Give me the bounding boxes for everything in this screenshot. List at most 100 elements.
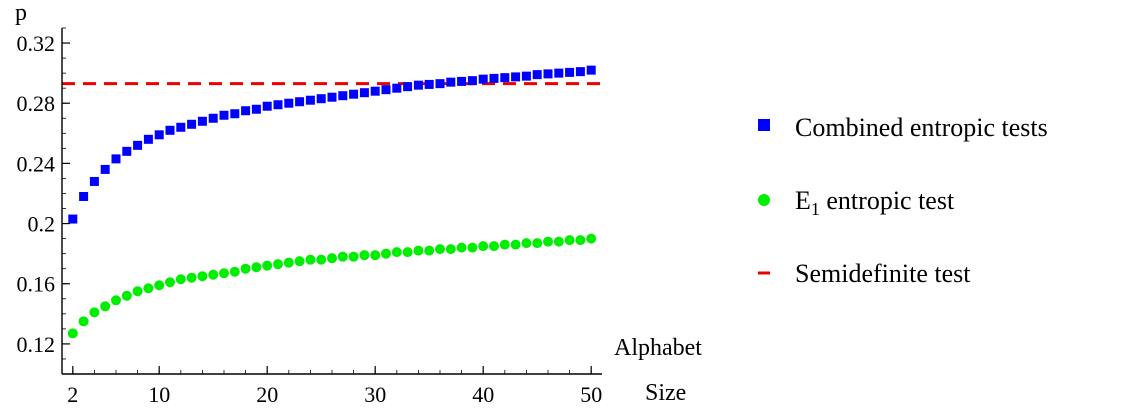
legend: Combined entropic tests E1 entropic test… <box>758 113 1048 288</box>
combined-entropic-point <box>413 80 423 90</box>
e1-entropic-point <box>370 250 381 261</box>
combined-entropic-point <box>586 65 596 75</box>
e1-entropic-point <box>273 259 283 270</box>
e1-entropic-point <box>521 238 532 249</box>
combined-entropic-point <box>154 130 164 140</box>
e1-entropic-point <box>316 254 327 265</box>
combined-entropic-point <box>165 125 175 135</box>
y-tick-label: 0.16 <box>17 272 56 297</box>
e1-entropic-point <box>424 245 435 256</box>
e1-entropic-point <box>229 266 240 277</box>
x-tick-label: 2 <box>67 382 78 407</box>
e1-entropic-point <box>337 251 348 262</box>
e1-entropic-point <box>143 283 154 294</box>
combined-entropic-point <box>554 68 564 78</box>
x-tick-label: 40 <box>472 382 494 407</box>
combined-entropic-point <box>359 88 369 98</box>
e1-entropic-point <box>219 268 229 279</box>
combined-entropic-point <box>575 67 585 77</box>
combined-entropic-point <box>111 154 121 164</box>
combined-entropic-point <box>403 82 413 92</box>
combined-entropic-point <box>89 176 99 186</box>
e1-entropic-point <box>445 244 456 255</box>
combined-entropic-point <box>143 134 153 144</box>
e1-entropic-point <box>78 316 89 327</box>
e1-entropic-point <box>175 274 186 285</box>
e1-entropic-point <box>121 290 132 301</box>
combined-entropic-point <box>208 113 218 123</box>
e1-entropic-point <box>413 245 424 256</box>
combined-entropic-point <box>478 74 488 84</box>
e1-entropic-point <box>165 277 175 288</box>
x-tick-label: 20 <box>256 382 278 407</box>
combined-entropic-point <box>327 92 337 102</box>
combined-entropic-point <box>467 76 477 86</box>
combined-entropic-point <box>241 106 251 116</box>
e1-entropic-point <box>197 271 208 282</box>
combined-entropic-point <box>500 73 510 83</box>
legend-label-e1-base: E <box>795 186 811 215</box>
combined-entropic-point <box>187 119 197 129</box>
plot-area <box>62 65 602 339</box>
combined-entropic-point <box>133 140 143 150</box>
combined-entropic-point <box>79 191 89 201</box>
combined-entropic-point <box>262 101 272 111</box>
combined-entropic-point <box>349 89 359 99</box>
x-tick-label: 50 <box>580 382 602 407</box>
combined-entropic-point <box>273 100 283 110</box>
combined-entropic-point <box>122 146 132 156</box>
e1-entropic-point <box>543 236 553 247</box>
e1-entropic-point <box>111 295 121 306</box>
legend-label-e1-entropic-test: E1 entropic test <box>795 186 955 219</box>
combined-entropic-point <box>251 104 261 114</box>
y-tick-label: 0.12 <box>17 332 56 357</box>
combined-entropic-point <box>521 71 531 81</box>
e1-entropic-point <box>67 328 78 339</box>
e1-entropic-point <box>283 257 294 268</box>
e1-entropic-point <box>154 280 165 291</box>
e1-entropic-point <box>208 269 219 280</box>
legend-label-e1-subscript: 1 <box>811 199 820 219</box>
e1-entropic-point <box>391 247 402 258</box>
y-tick-label: 0.24 <box>17 151 56 176</box>
e1-entropic-point <box>489 241 499 252</box>
e1-entropic-point <box>251 262 262 273</box>
combined-entropic-point <box>543 69 553 79</box>
e1-entropic-point <box>553 236 564 247</box>
combined-entropic-point <box>489 73 499 83</box>
x-axis-label-line2: Size <box>645 380 686 406</box>
combined-entropic-point <box>230 109 240 119</box>
x-tick-label: 10 <box>148 382 170 407</box>
combined-entropic-point <box>565 67 575 77</box>
legend-marker-combined-entropic-tests <box>758 119 770 131</box>
e1-entropic-point <box>132 286 143 297</box>
e1-entropic-point <box>348 251 359 262</box>
e1-entropic-point <box>305 254 316 265</box>
combined-entropic-point <box>370 86 380 96</box>
e1-entropic-point <box>510 239 521 250</box>
legend-label-semidefinite-test: Semidefinite test <box>795 259 971 288</box>
e1-entropic-point <box>564 235 575 246</box>
combined-entropic-point <box>446 77 456 87</box>
combined-entropic-point <box>316 94 326 104</box>
e1-entropic-point <box>467 242 478 253</box>
e1-entropic-point <box>100 301 111 312</box>
e1-entropic-point <box>499 239 510 250</box>
x-tick-label: 30 <box>364 382 386 407</box>
combined-entropic-point <box>457 76 467 86</box>
combined-entropic-point <box>511 72 521 82</box>
e1-entropic-point <box>586 233 597 244</box>
y-tick-label: 0.2 <box>28 212 56 237</box>
y-tick-label: 0.32 <box>17 31 56 56</box>
e1-entropic-point <box>456 242 467 253</box>
e1-entropic-point <box>327 253 337 264</box>
e1-entropic-point <box>240 263 251 274</box>
y-tick-label: 0.28 <box>17 91 56 116</box>
e1-entropic-point <box>359 250 370 261</box>
combined-entropic-point <box>176 122 186 132</box>
combined-entropic-point <box>392 83 402 93</box>
axes <box>61 28 602 375</box>
combined-entropic-point <box>305 95 315 105</box>
e1-entropic-point <box>532 238 543 249</box>
combined-entropic-point <box>68 214 78 224</box>
